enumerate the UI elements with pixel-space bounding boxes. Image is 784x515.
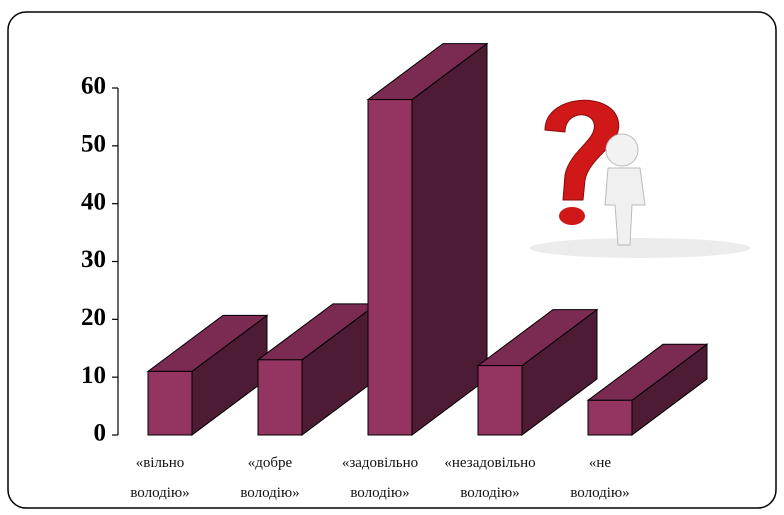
x-tick-label: «добре володію»	[240, 455, 300, 501]
question-illustration	[508, 90, 756, 258]
y-tick-label: 10	[81, 362, 106, 389]
x-tick-label: «незадовільно володію»	[444, 455, 536, 501]
bar-front	[147, 370, 193, 436]
y-tick-label: 0	[94, 420, 107, 447]
bar-front	[257, 359, 303, 436]
bar	[586, 343, 709, 436]
y-tick-label: 40	[81, 188, 106, 215]
y-tick-label: 60	[81, 73, 106, 100]
x-tick-label: «не володію»	[570, 455, 630, 501]
x-tick-label: «вільно володію»	[130, 455, 190, 501]
bar-front	[477, 365, 523, 436]
x-tick-label: «задовільно володію»	[341, 455, 419, 501]
bar-side	[411, 42, 488, 436]
bar	[146, 314, 269, 436]
bar-front	[587, 399, 633, 436]
bar	[476, 308, 599, 436]
y-tick-label: 30	[81, 246, 106, 273]
y-tick-label: 50	[81, 131, 106, 158]
y-tick-label: 20	[81, 304, 106, 331]
bar	[366, 42, 489, 436]
bar	[256, 302, 379, 436]
bar-front	[367, 99, 413, 436]
